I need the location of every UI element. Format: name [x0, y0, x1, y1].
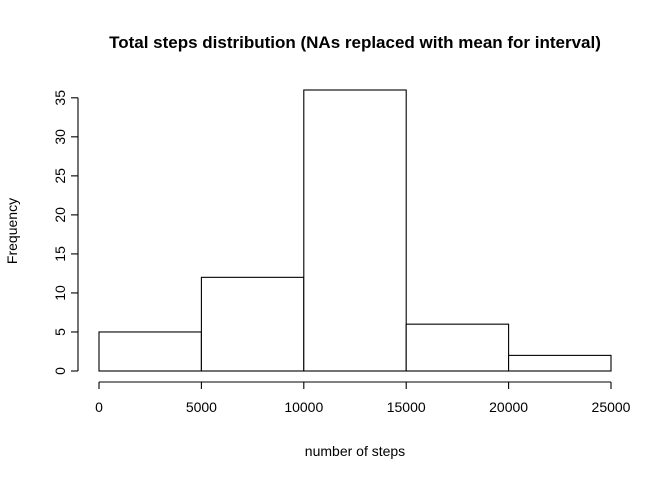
- y-tick-label-5: 25: [52, 168, 68, 184]
- x-tick-label-1: 5000: [186, 399, 217, 415]
- x-tick-label-4: 20000: [489, 399, 528, 415]
- x-axis-label: number of steps: [305, 443, 405, 459]
- histogram-bar-1: [200, 276, 305, 372]
- chart-title: Total steps distribution (NAs replaced w…: [109, 33, 601, 52]
- y-axis-label: Frequency: [4, 198, 20, 264]
- x-tick-label-0: 0: [95, 399, 103, 415]
- y-tick-label-0: 0: [52, 367, 68, 375]
- histogram-bar-0: [98, 331, 202, 372]
- y-axis: 0 5 10 15 20 25 30 35: [52, 90, 79, 375]
- y-tick-label-4: 20: [52, 207, 68, 223]
- histogram-bar-2: [303, 89, 407, 372]
- x-tick-label-2: 10000: [284, 399, 323, 415]
- histogram-bar-3: [405, 323, 510, 372]
- x-tick-label-3: 15000: [387, 399, 426, 415]
- x-tick-label-5: 25000: [592, 399, 631, 415]
- y-tick-label-1: 5: [52, 328, 68, 336]
- y-tick-label-2: 10: [52, 285, 68, 301]
- y-tick-label-3: 15: [52, 246, 68, 262]
- histogram-bar-4: [508, 354, 612, 372]
- x-axis: 0 5000 10000 15000 20000 25000: [95, 381, 631, 415]
- y-tick-label-7: 35: [52, 90, 68, 106]
- y-tick-label-6: 30: [52, 129, 68, 145]
- bars-group: [98, 89, 612, 372]
